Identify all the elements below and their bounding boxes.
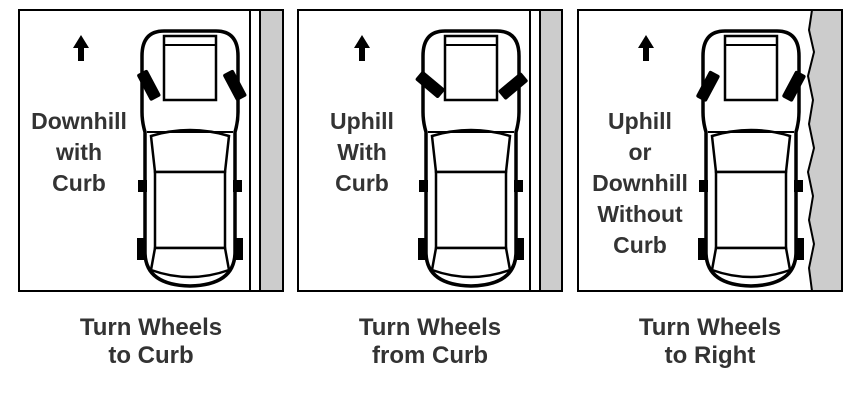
panel-without-curb: [577, 9, 843, 292]
front-right-wheel: [223, 69, 247, 101]
panel-downhill-with-curb: [18, 9, 284, 292]
panel-3-condition-line: Uphill: [608, 108, 672, 134]
panel-3-condition-line: Curb: [613, 232, 667, 258]
panel-1-condition-line: with: [56, 139, 102, 165]
panel-3-caption: Turn Wheels to Right: [599, 314, 821, 370]
panel-3-caption-line: Turn Wheels: [638, 314, 782, 341]
panel-2-caption-line: Turn Wheels: [358, 314, 502, 341]
panel-3-condition: Uphill or Downhill Without Curb: [580, 106, 700, 261]
road-edge: [806, 9, 843, 292]
car-icon: [415, 29, 528, 288]
front-left-wheel: [137, 69, 161, 101]
panel-3-caption-line: to Right: [664, 342, 756, 369]
panel-2-condition-line: With: [337, 139, 387, 165]
curb: [249, 9, 284, 292]
panel-2-condition-line: Curb: [335, 170, 389, 196]
panel-uphill-with-curb: [297, 9, 563, 292]
panel-3-condition-line: Downhill: [592, 170, 688, 196]
front-left-wheel: [696, 70, 720, 102]
panel-3-condition-line: Without: [597, 201, 683, 227]
panel-2-condition: Uphill With Curb: [306, 106, 418, 199]
front-right-wheel: [782, 70, 806, 102]
front-left-wheel: [415, 71, 445, 98]
panel-2-caption: Turn Wheels from Curb: [319, 314, 541, 370]
curb: [529, 9, 563, 292]
car-icon: [135, 29, 247, 288]
panel-1-caption-line: Turn Wheels: [79, 314, 223, 341]
panel-1-condition-line: Curb: [52, 170, 106, 196]
panel-1-condition: Downhill with Curb: [22, 106, 136, 199]
panel-1-caption: Turn Wheels to Curb: [40, 314, 262, 370]
panel-1-caption-line: to Curb: [108, 342, 194, 369]
panel-2-caption-line: from Curb: [372, 342, 488, 369]
panel-1-condition-line: Downhill: [31, 108, 127, 134]
car-icon: [696, 29, 806, 288]
panel-2-condition-line: Uphill: [330, 108, 394, 134]
front-right-wheel: [498, 72, 528, 100]
panel-3-condition-line: or: [628, 139, 652, 165]
